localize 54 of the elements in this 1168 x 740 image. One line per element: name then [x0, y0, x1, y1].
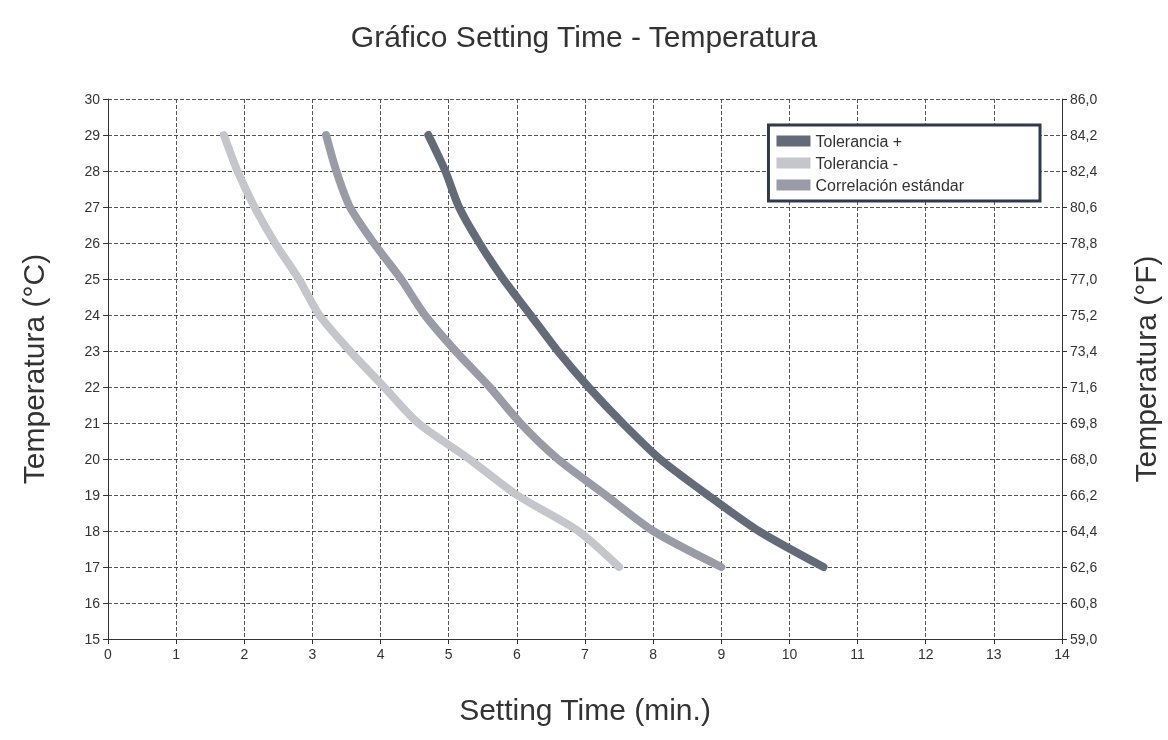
legend-label: Tolerancia - — [815, 154, 899, 172]
y-tick-label: 29 — [84, 127, 101, 143]
x-tick-label: 5 — [444, 646, 453, 662]
y-tick-label: 20 — [84, 451, 101, 467]
y2-tick-label: 60,8 — [1070, 595, 1098, 611]
x-axis-title: Setting Time (min.) — [459, 692, 711, 726]
y-tick-label: 22 — [84, 379, 101, 395]
y2-tick-label: 68,0 — [1070, 451, 1098, 467]
x-tick-label: 7 — [581, 646, 590, 662]
y-tick-label: 23 — [84, 343, 101, 359]
y-tick-label: 30 — [84, 91, 101, 107]
x-tick-label: 13 — [986, 646, 1002, 662]
y2-tick-label: 80,6 — [1070, 199, 1098, 215]
y-tick-label: 15 — [84, 631, 101, 647]
y2-tick-label: 77,0 — [1070, 271, 1098, 287]
y2-tick-label: 66,2 — [1070, 487, 1098, 503]
y2-tick-label: 84,2 — [1070, 127, 1098, 143]
x-tick-label: 1 — [172, 646, 181, 662]
y-tick-label: 28 — [84, 163, 101, 179]
chart-title: Gráfico Setting Time - Temperatura — [350, 19, 818, 53]
y2-tick-label: 82,4 — [1070, 163, 1098, 179]
x-tick-label: 10 — [781, 646, 798, 662]
y-tick-label: 25 — [84, 271, 101, 287]
y-axis-title: Temperatura (°C) — [16, 253, 50, 485]
x-tick-label: 12 — [917, 646, 934, 662]
legend-label: Tolerancia + — [815, 132, 903, 150]
legend-label: Correlación estándar — [815, 176, 965, 194]
y2-axis-title: Temperatura (°F) — [1128, 255, 1162, 483]
y-tick-label: 19 — [84, 487, 101, 503]
x-tick-label: 9 — [717, 646, 726, 662]
y2-tick-label: 64,4 — [1070, 523, 1098, 539]
y-tick-label: 21 — [84, 415, 101, 431]
x-tick-label: 3 — [308, 646, 317, 662]
x-tick-label: 6 — [512, 646, 521, 662]
x-tick-label: 11 — [850, 646, 866, 662]
y-tick-label: 16 — [84, 595, 101, 611]
y2-tick-label: 86,0 — [1070, 91, 1098, 107]
y-tick-label: 17 — [84, 559, 101, 575]
y2-tick-label: 59,0 — [1070, 631, 1098, 647]
y2-tick-label: 75,2 — [1070, 307, 1098, 323]
x-tick-label: 2 — [240, 646, 249, 662]
y2-tick-label: 73,4 — [1070, 343, 1098, 359]
y2-tick-label: 78,8 — [1070, 235, 1098, 251]
x-tick-label: 0 — [104, 646, 113, 662]
x-tick-label: 8 — [649, 646, 658, 662]
y2-tick-label: 71,6 — [1070, 379, 1098, 395]
x-tick-label: 4 — [376, 646, 385, 662]
x-tick-label: 14 — [1054, 646, 1070, 662]
y-tick-label: 26 — [84, 235, 101, 251]
y2-tick-label: 69,8 — [1070, 415, 1098, 431]
y-tick-label: 27 — [84, 199, 101, 215]
y-tick-label: 18 — [84, 523, 101, 539]
y2-tick-label: 62,6 — [1070, 559, 1098, 575]
y-tick-label: 24 — [84, 307, 101, 323]
